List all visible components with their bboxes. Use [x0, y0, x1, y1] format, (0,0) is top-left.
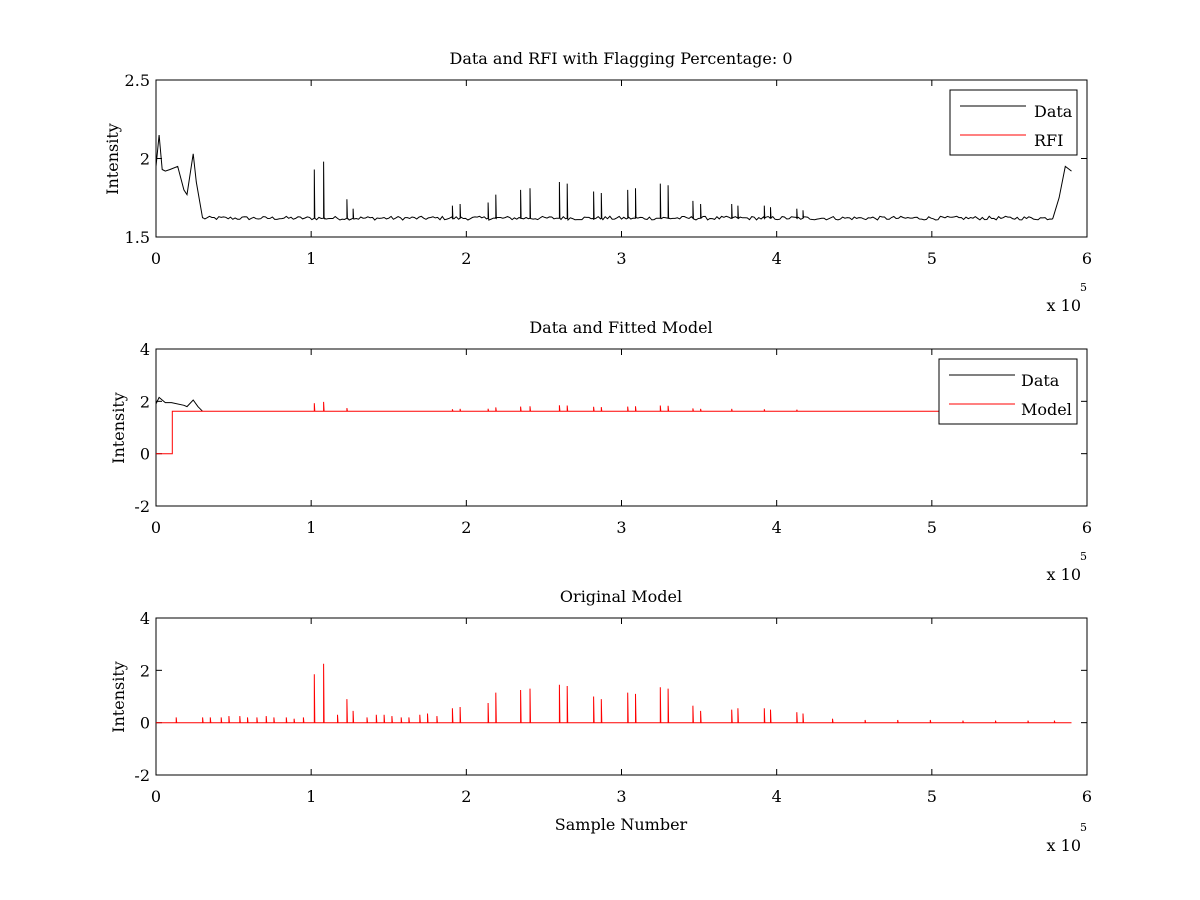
legend-label-rfi: RFI — [1034, 131, 1063, 150]
y-tick-label: -2 — [134, 497, 150, 516]
series-line — [155, 134, 1072, 222]
axes: 0 1 2 3 4 5 6 1.5 2 2.5 — [125, 71, 1093, 268]
y-tick-label: 4 — [140, 609, 150, 628]
chart-title: Data and Fitted Model — [529, 318, 712, 337]
y-tick-label: 1.5 — [125, 228, 150, 247]
legend-box — [938, 358, 1078, 425]
y-tick-label: 0 — [140, 445, 150, 464]
y-axis-label: Intensity — [109, 392, 128, 464]
series-lines — [155, 396, 1056, 455]
legend-box — [949, 89, 1078, 156]
x-tick-label: 6 — [1082, 518, 1092, 537]
y-tick-label: 2 — [140, 392, 150, 411]
series-line — [155, 396, 203, 412]
x-tick-label: 0 — [151, 249, 161, 268]
panel-data-fitted-model: Data and Fitted Model Intensity 0 1 2 3 4 5 6 -… — [109, 318, 1092, 584]
x-tick-label: 3 — [616, 249, 626, 268]
legend: Data Model — [938, 358, 1078, 425]
legend-label-data: Data — [1021, 371, 1060, 390]
x-tick-label: 2 — [461, 787, 471, 806]
legend-label-data: Data — [1034, 102, 1073, 121]
plot-area-frame — [155, 79, 1088, 238]
x-tick-label: 1 — [306, 787, 316, 806]
plot-area-frame — [155, 348, 1088, 507]
x-tick-label: 3 — [616, 518, 626, 537]
series-line — [156, 663, 1072, 724]
x-tick-label: 4 — [772, 249, 782, 268]
chart-title: Original Model — [560, 587, 682, 606]
y-tick-label: -2 — [134, 766, 150, 785]
y-tick-label: 2 — [140, 661, 150, 680]
x-axis-multiplier-exponent: 5 — [1080, 821, 1087, 834]
x-tick-label: 6 — [1082, 249, 1092, 268]
y-tick-label: 2 — [140, 150, 150, 169]
x-tick-label: 1 — [306, 518, 316, 537]
x-axis-label: Sample Number — [555, 815, 688, 834]
chart-title: Data and RFI with Flagging Percentage: 0 — [449, 49, 792, 68]
x-tick-label: 5 — [927, 787, 937, 806]
y-tick-label: 4 — [140, 340, 150, 359]
x-tick-label: 2 — [461, 518, 471, 537]
x-tick-label: 0 — [151, 787, 161, 806]
panel-data-rfi: Data and RFI with Flagging Percentage: 0… — [103, 49, 1092, 315]
x-axis-multiplier: x 10 — [1047, 836, 1081, 855]
y-tick-label: 0 — [140, 714, 150, 733]
x-tick-label: 3 — [616, 787, 626, 806]
x-axis-multiplier: x 10 — [1047, 296, 1081, 315]
x-tick-label: 5 — [927, 518, 937, 537]
x-tick-label: 2 — [461, 249, 471, 268]
x-axis-multiplier-exponent: 5 — [1080, 550, 1087, 563]
x-tick-label: 4 — [772, 787, 782, 806]
x-tick-label: 6 — [1082, 787, 1092, 806]
x-tick-label: 4 — [772, 518, 782, 537]
x-tick-label: 5 — [927, 249, 937, 268]
legend-label-model: Model — [1021, 400, 1072, 419]
legend: Data RFI — [949, 89, 1078, 156]
x-tick-label: 1 — [306, 249, 316, 268]
x-axis-multiplier: x 10 — [1047, 565, 1081, 584]
x-axis-multiplier-exponent: 5 — [1080, 281, 1087, 294]
series-lines — [155, 134, 1072, 222]
y-axis-label: Intensity — [109, 661, 128, 733]
y-axis-label: Intensity — [103, 123, 122, 195]
plot-area-frame — [155, 617, 1088, 776]
y-tick-label: 2.5 — [125, 71, 150, 90]
x-tick-label: 0 — [151, 518, 161, 537]
series-lines — [156, 663, 1072, 724]
panel-original-model: Original Model Intensity Sample Number 0… — [109, 587, 1092, 855]
series-line — [156, 401, 1056, 455]
